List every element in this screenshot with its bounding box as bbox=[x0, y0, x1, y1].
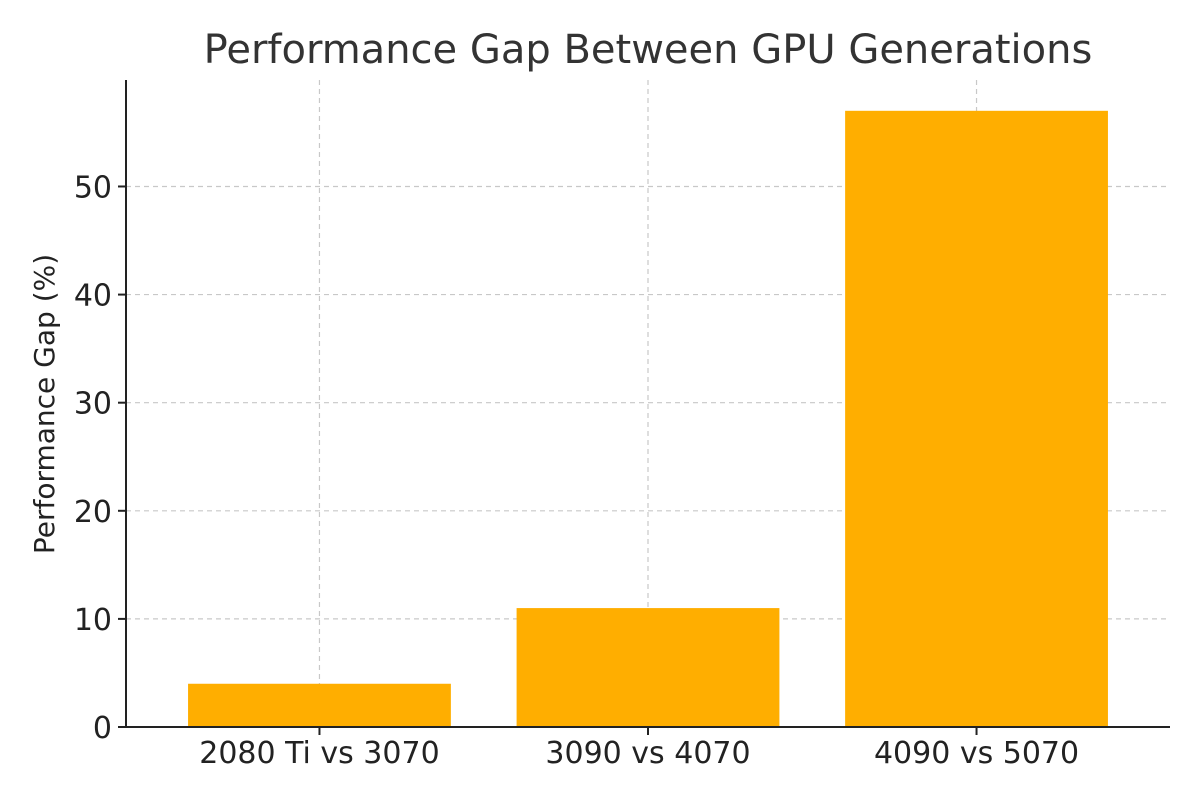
x-tick-label: 3090 vs 4070 bbox=[545, 736, 750, 771]
x-tick-label: 2080 Ti vs 3070 bbox=[199, 736, 439, 771]
y-tick-label: 40 bbox=[74, 279, 112, 314]
bar bbox=[188, 683, 451, 727]
bars bbox=[188, 110, 1108, 728]
y-tick-label: 30 bbox=[74, 387, 112, 422]
bar bbox=[516, 608, 780, 727]
y-tick-label: 10 bbox=[74, 603, 112, 638]
y-tick-label: 50 bbox=[74, 170, 112, 205]
x-tick-label: 4090 vs 5070 bbox=[874, 736, 1079, 771]
y-tick-label: 20 bbox=[74, 495, 112, 530]
y-axis-label: Performance Gap (%) bbox=[28, 254, 61, 554]
ticks: 0 10 20 30 40 50 2080 Ti vs 3070 3090 vs 4070 40… bbox=[74, 170, 1079, 771]
chart-title: Performance Gap Between GPU Generations bbox=[204, 27, 1093, 73]
bar bbox=[845, 110, 1108, 728]
y-tick-label: 0 bbox=[93, 711, 112, 746]
